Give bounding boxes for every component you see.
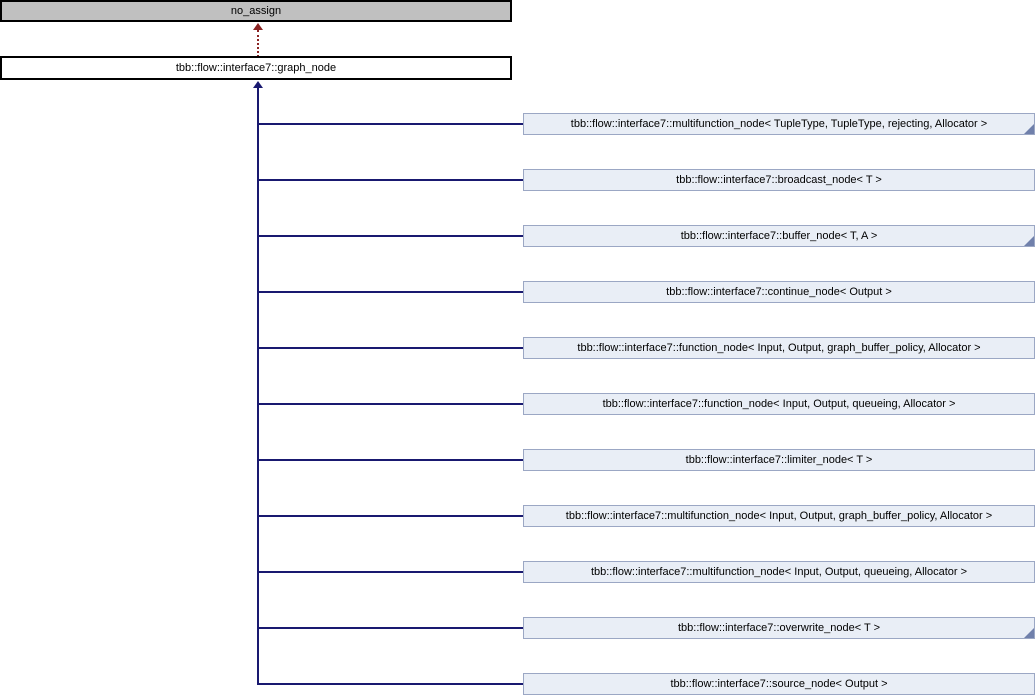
truncated-corner-icon: [1024, 124, 1034, 134]
class-label: tbb::flow::interface7::function_node< In…: [602, 398, 956, 410]
class-node-derived[interactable]: tbb::flow::interface7::continue_node< Ou…: [523, 281, 1035, 303]
class-label: tbb::flow::interface7::multifunction_nod…: [590, 566, 968, 578]
class-label: no_assign: [230, 5, 282, 17]
class-node-derived[interactable]: tbb::flow::interface7::overwrite_node< T…: [523, 617, 1035, 639]
inheritance-branch-line: [258, 347, 523, 349]
class-node-derived[interactable]: tbb::flow::interface7::multifunction_nod…: [523, 561, 1035, 583]
blue-arrowhead-icon: [253, 81, 263, 88]
inheritance-branch-line: [258, 515, 523, 517]
inheritance-trunk-line: [257, 88, 259, 685]
class-label: tbb::flow::interface7::multifunction_nod…: [565, 510, 993, 522]
truncated-corner-icon: [1024, 628, 1034, 638]
inheritance-branch-line: [258, 403, 523, 405]
class-node-graph-node[interactable]: tbb::flow::interface7::graph_node: [0, 56, 512, 80]
class-label: tbb::flow::interface7::overwrite_node< T…: [678, 622, 880, 634]
class-node-derived[interactable]: tbb::flow::interface7::limiter_node< T >: [523, 449, 1035, 471]
private-inheritance-edge: [257, 30, 259, 57]
class-label: tbb::flow::interface7::source_node< Outp…: [670, 678, 888, 690]
class-label: tbb::flow::interface7::continue_node< Ou…: [666, 286, 892, 298]
inheritance-branch-line: [258, 123, 523, 125]
class-label: tbb::flow::interface7::buffer_node< T, A…: [680, 230, 878, 242]
red-arrowhead-icon: [253, 23, 263, 30]
class-node-derived[interactable]: tbb::flow::interface7::source_node< Outp…: [523, 673, 1035, 695]
inheritance-branch-line: [258, 683, 523, 685]
class-label: tbb::flow::interface7::broadcast_node< T…: [676, 174, 882, 186]
inheritance-branch-line: [258, 627, 523, 629]
class-node-derived[interactable]: tbb::flow::interface7::multifunction_nod…: [523, 505, 1035, 527]
class-label: tbb::flow::interface7::multifunction_nod…: [570, 118, 988, 130]
inheritance-branch-line: [258, 179, 523, 181]
inheritance-branch-line: [258, 235, 523, 237]
class-label: tbb::flow::interface7::graph_node: [175, 62, 337, 74]
class-node-derived[interactable]: tbb::flow::interface7::broadcast_node< T…: [523, 169, 1035, 191]
class-node-no-assign[interactable]: no_assign: [0, 0, 512, 22]
class-label: tbb::flow::interface7::function_node< In…: [577, 342, 981, 354]
inheritance-branch-line: [258, 291, 523, 293]
truncated-corner-icon: [1024, 236, 1034, 246]
class-node-derived[interactable]: tbb::flow::interface7::buffer_node< T, A…: [523, 225, 1035, 247]
inheritance-branch-line: [258, 571, 523, 573]
class-node-derived[interactable]: tbb::flow::interface7::multifunction_nod…: [523, 113, 1035, 135]
class-node-derived[interactable]: tbb::flow::interface7::function_node< In…: [523, 337, 1035, 359]
class-node-derived[interactable]: tbb::flow::interface7::function_node< In…: [523, 393, 1035, 415]
inheritance-branch-line: [258, 459, 523, 461]
class-label: tbb::flow::interface7::limiter_node< T >: [685, 454, 873, 466]
